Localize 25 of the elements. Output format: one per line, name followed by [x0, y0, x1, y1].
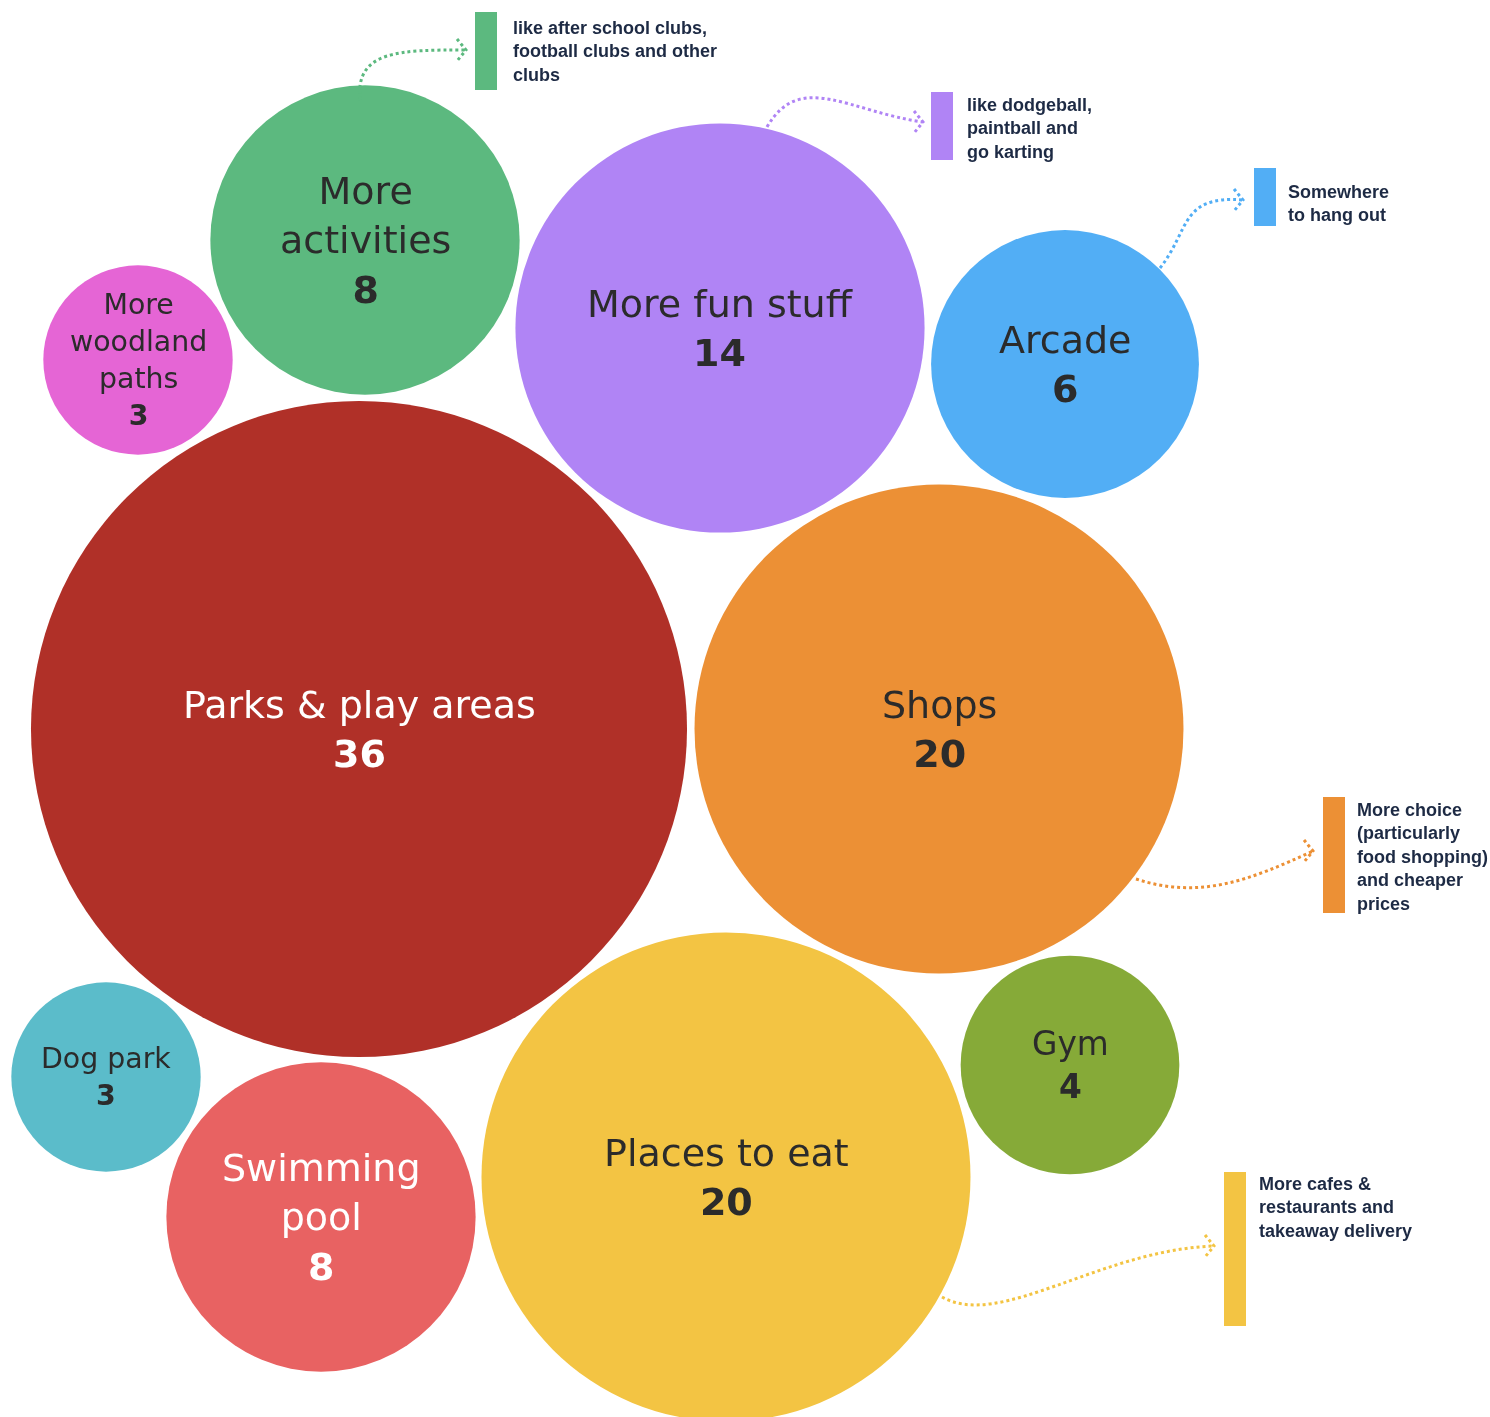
category-label: Places to eat [604, 1131, 849, 1175]
text: like after school clubs, football clubs and other clubs [513, 18, 718, 85]
data-label: 3 [128, 398, 149, 432]
text: Somewhere to hang out [1288, 182, 1390, 226]
data-label: 8 [308, 1244, 335, 1289]
text: More cafes & restaurants and takeaway delivery [1259, 1174, 1413, 1241]
text: like dodgeball, paintball and go karting [967, 95, 1093, 162]
category-label: More woodland paths [70, 288, 208, 395]
category-label: Shops [882, 683, 998, 727]
data-label: 20 [913, 732, 967, 777]
data-label: 4 [1058, 1067, 1082, 1106]
data-label: 14 [692, 331, 746, 376]
data-label: 3 [96, 1078, 116, 1112]
text: More choice (particularly food shopping) and cheaper prices [1357, 800, 1488, 914]
category-label: More activities [280, 169, 452, 263]
category-label: Arcade [999, 318, 1132, 362]
data-label: 20 [699, 1180, 753, 1225]
category-label: Dog park [41, 1042, 172, 1075]
category-label: Parks & play areas [183, 683, 536, 727]
category-label: Gym [1032, 1025, 1109, 1063]
data-label: 8 [352, 267, 379, 312]
category-label: More fun stuff [587, 282, 853, 326]
data-label: 6 [1052, 367, 1079, 412]
data-label: 36 [332, 732, 386, 777]
category-label: Swimming pool [222, 1146, 421, 1240]
